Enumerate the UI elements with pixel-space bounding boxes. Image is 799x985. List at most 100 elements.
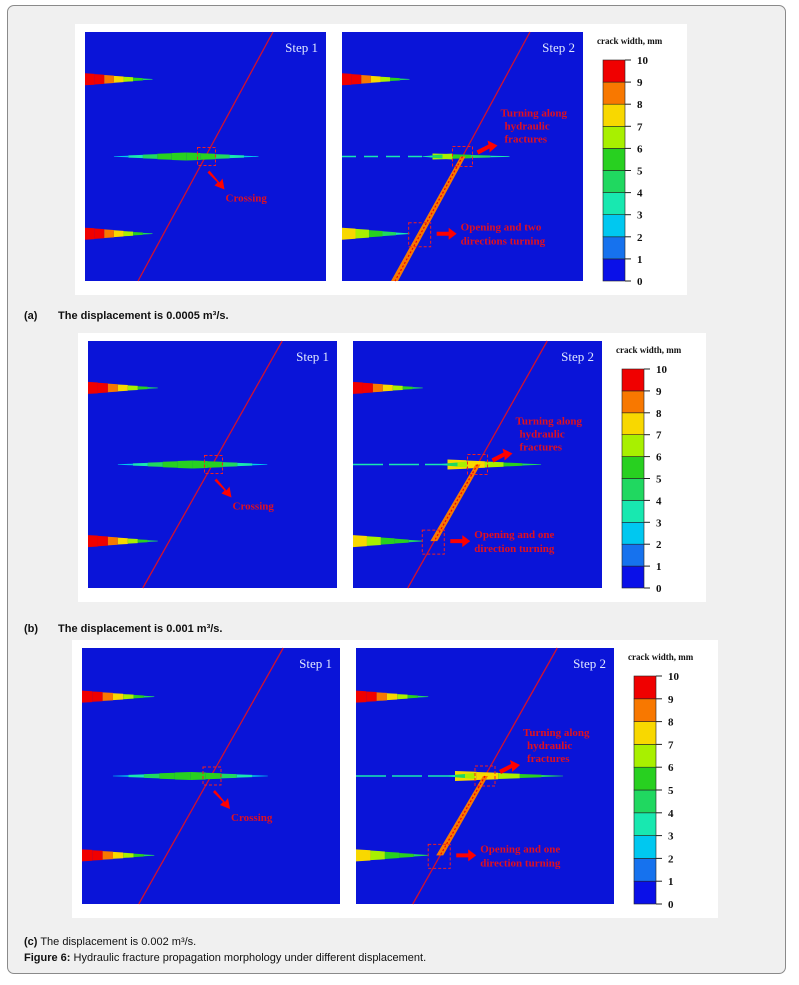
legend-tick-label: 1 [637, 254, 643, 266]
legend-swatch [633, 812, 657, 836]
legend-swatch [621, 412, 645, 436]
caption-label: (a) [24, 310, 38, 322]
figure-svg: Crossing Step 1 Turning alonghydraulicfrac… [82, 647, 694, 911]
step1-label: Step 1 [285, 40, 318, 55]
opening-box [427, 843, 451, 869]
figure-caption: Figure 6: Hydraulic fracture propagation… [24, 952, 426, 964]
crack-segment [132, 462, 148, 467]
crack-segment [353, 381, 363, 394]
crack-segment [244, 155, 259, 158]
legend-swatch [621, 368, 645, 392]
opening-label: Opening and one [474, 529, 554, 541]
crack-segment [342, 73, 352, 86]
crack-segment [237, 462, 253, 467]
arrow-icon [491, 448, 513, 463]
legend-swatch [602, 81, 626, 105]
turning-box [452, 146, 473, 167]
crack-segment [137, 386, 148, 390]
opening-box [421, 529, 445, 555]
crack-segment [372, 383, 383, 393]
caption-text: The displacement is 0.002 m³/s. [40, 936, 197, 948]
turning-label: Turning along [523, 727, 590, 739]
crossing-label: Crossing [231, 812, 273, 824]
figure-caption-text: Hydraulic fracture propagation morpholog… [73, 952, 427, 964]
legend-tick-label: 1 [656, 561, 662, 573]
legend-tick-label: 6 [656, 452, 662, 464]
crack-segment [370, 75, 381, 83]
legend-swatch [602, 103, 626, 127]
crack-segment [192, 460, 208, 469]
crack-segment [128, 774, 144, 778]
turning-box [467, 454, 488, 475]
crack-segment [92, 691, 103, 702]
crack-segment [380, 76, 391, 82]
legend-swatch [602, 214, 626, 238]
crossing-box [202, 766, 222, 786]
legend-tick-label: 8 [637, 99, 643, 111]
crack-segment [356, 690, 367, 703]
step1-plot: Crossing Step 1 [85, 31, 326, 282]
legend-swatch [633, 721, 657, 745]
crack-segment [351, 74, 362, 85]
crack-segment [142, 154, 158, 159]
crack-segment [221, 773, 237, 779]
legend-swatch [621, 434, 645, 457]
legend-swatch [633, 675, 657, 700]
legend-swatch [633, 698, 657, 722]
legend-tick-label: 9 [656, 386, 662, 398]
crack-segment [200, 153, 216, 160]
legend-tick-label: 7 [668, 739, 674, 751]
crack-segment [503, 462, 523, 467]
legend-swatch [602, 170, 626, 193]
legend-tick-label: 7 [656, 430, 662, 442]
turning-label: hydraulic [520, 429, 565, 441]
legend-swatch [633, 766, 657, 791]
caption-label: (b) [24, 623, 39, 635]
crack-segment [94, 228, 105, 239]
crack-segment [137, 539, 148, 543]
crack-segment [177, 460, 193, 469]
caption-text: The displacement is 0.0005 m³/s. [58, 310, 229, 322]
crack-segment [133, 231, 143, 236]
crack-segment [107, 383, 118, 393]
crack-segment [368, 230, 383, 238]
crack-segment [88, 535, 98, 548]
crack-segment [407, 694, 418, 699]
caption-a: (a) The displacement is 0.0005 m³/s. [24, 310, 229, 322]
turning-label: fractures [520, 442, 563, 454]
crack-segment [541, 775, 564, 777]
opening-label: direction turning [474, 543, 555, 555]
caption-b: (b) The displacement is 0.001 m³/s. [24, 623, 222, 635]
crack-segment [190, 772, 206, 780]
legend-swatch [633, 744, 657, 768]
opening-label: direction turning [480, 857, 561, 869]
crack-segment [88, 381, 98, 394]
arrow-icon [436, 227, 457, 240]
step2-label: Step 2 [561, 349, 594, 364]
legend-swatch [621, 456, 645, 479]
crack-segment [399, 78, 410, 81]
crack-segment [366, 691, 377, 702]
legend-tick-label: 8 [656, 408, 662, 420]
arrow-icon [499, 760, 520, 774]
crack-segment [104, 229, 114, 238]
panel-c: Crossing Step 1 Turning along hydraulic frac… [72, 640, 718, 918]
legend-tick-label: 10 [656, 364, 668, 376]
crack-segment [380, 537, 395, 545]
crack-segment [229, 154, 245, 159]
figure-svg: Crossing Step 1 Turning alonghydraulicfrac… [85, 31, 663, 288]
crack-segment [395, 232, 410, 235]
opening-label: Opening and two [461, 222, 542, 234]
step1-plot: Crossing Step 1 [82, 647, 340, 905]
crack-segment [417, 695, 429, 698]
caption-text: The displacement is 0.001 m³/s. [58, 623, 223, 635]
crack-segment [498, 773, 520, 779]
crack-segment [117, 384, 128, 392]
turning-label: hydraulic [527, 740, 572, 752]
legend-tick-label: 3 [656, 517, 662, 529]
crack-segment [94, 74, 105, 85]
crack-segment [382, 384, 393, 392]
legend-tick-label: 7 [637, 121, 643, 133]
opening-box [408, 222, 432, 248]
arrow-icon [207, 170, 225, 190]
